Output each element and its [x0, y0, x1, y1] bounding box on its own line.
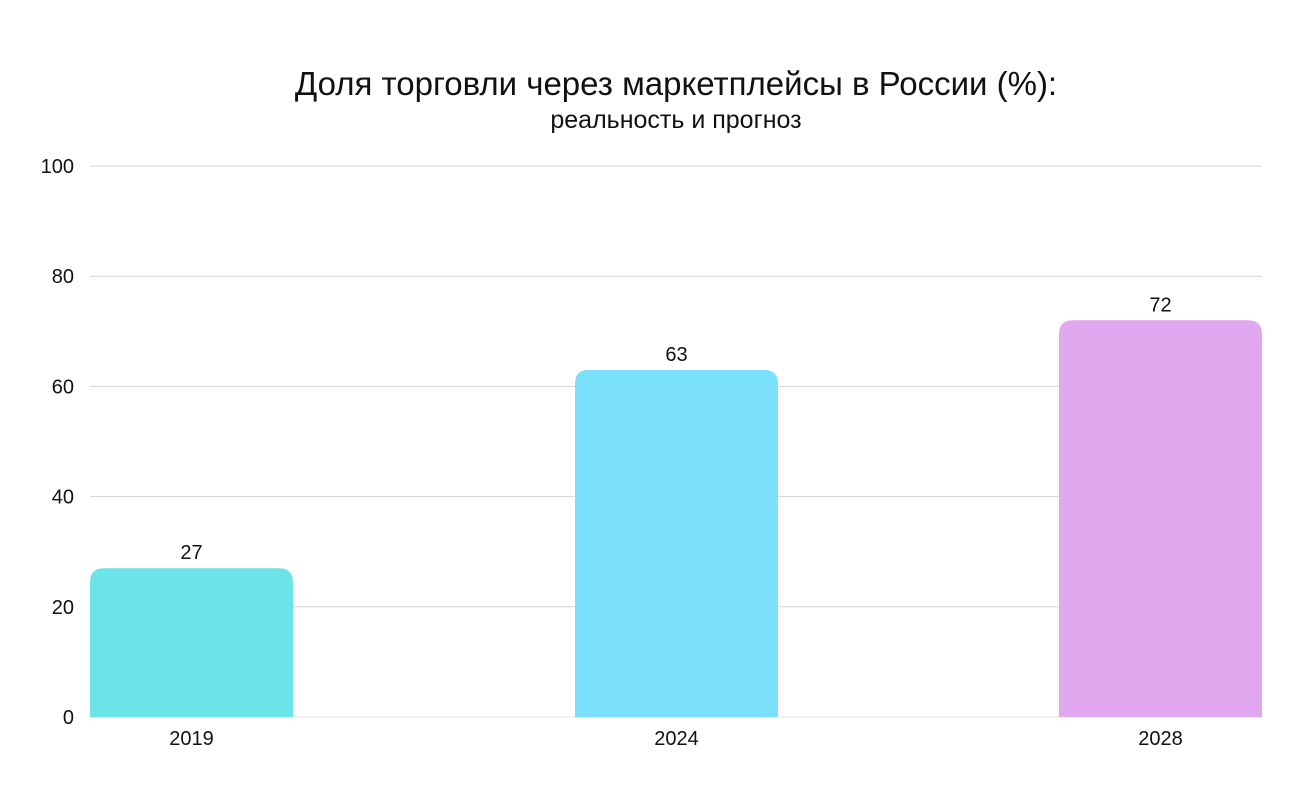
y-tick-label: 100 [41, 156, 74, 178]
bar-2028 [1059, 320, 1262, 717]
y-tick-label: 60 [52, 376, 74, 398]
x-tick-label-2024: 2024 [654, 728, 699, 750]
x-tick-label-2019: 2019 [169, 728, 214, 750]
bars [90, 320, 1262, 717]
data-label-2019: 27 [180, 542, 202, 564]
y-tick-label: 40 [52, 487, 74, 509]
y-tick-label: 0 [63, 707, 74, 729]
bar-2024 [575, 369, 778, 717]
y-tick-label: 20 [52, 597, 74, 619]
x-axis-ticks: 2019 2024 2028 [169, 728, 1183, 750]
chart-title: Доля торговли через маркетплейсы в Росси… [294, 65, 1058, 102]
y-tick-label: 80 [52, 266, 74, 288]
data-label-2028: 72 [1149, 294, 1171, 316]
y-axis-ticks: 0 20 40 60 80 100 [41, 156, 74, 729]
data-labels: 27 63 72 [180, 294, 1171, 564]
x-tick-label-2028: 2028 [1138, 728, 1183, 750]
chart-subtitle: реальность и прогноз [550, 106, 802, 134]
data-label-2024: 63 [665, 344, 687, 366]
bar-2019 [90, 568, 293, 717]
